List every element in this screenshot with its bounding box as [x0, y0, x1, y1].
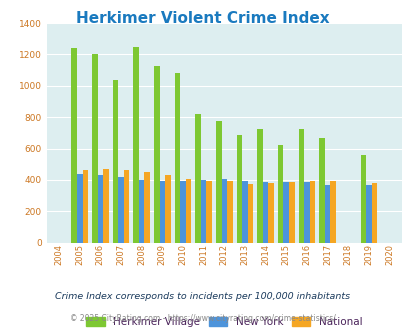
Bar — [262, 182, 268, 243]
Bar — [371, 183, 376, 243]
Bar — [159, 181, 165, 243]
Bar — [124, 170, 129, 243]
Bar — [180, 181, 185, 243]
Bar — [288, 182, 294, 243]
Bar — [324, 184, 330, 243]
Bar — [71, 48, 77, 243]
Bar — [200, 180, 206, 243]
Bar — [174, 73, 180, 243]
Bar — [236, 135, 242, 243]
Bar — [247, 184, 253, 243]
Bar — [144, 172, 150, 243]
Bar — [97, 175, 103, 243]
Bar — [277, 145, 283, 243]
Bar — [360, 155, 365, 243]
Bar — [195, 114, 200, 243]
Bar — [139, 180, 144, 243]
Bar — [365, 185, 371, 243]
Legend: Herkimer Village, New York, National: Herkimer Village, New York, National — [83, 314, 364, 330]
Bar — [215, 120, 221, 243]
Bar — [92, 54, 97, 243]
Text: © 2025 CityRating.com - https://www.cityrating.com/crime-statistics/: © 2025 CityRating.com - https://www.city… — [70, 314, 335, 323]
Bar — [153, 66, 159, 243]
Bar — [330, 181, 335, 243]
Bar — [221, 179, 226, 243]
Bar — [206, 182, 211, 243]
Bar — [226, 181, 232, 243]
Bar — [165, 175, 170, 243]
Bar — [103, 169, 109, 243]
Bar — [268, 183, 273, 243]
Bar — [303, 182, 309, 243]
Text: Crime Index corresponds to incidents per 100,000 inhabitants: Crime Index corresponds to incidents per… — [55, 292, 350, 301]
Bar — [318, 138, 324, 243]
Bar — [133, 47, 139, 243]
Text: Herkimer Violent Crime Index: Herkimer Violent Crime Index — [76, 11, 329, 25]
Bar — [257, 129, 262, 243]
Bar — [82, 170, 88, 243]
Bar — [309, 181, 315, 243]
Bar — [283, 182, 288, 243]
Bar — [298, 129, 303, 243]
Bar — [185, 179, 191, 243]
Bar — [118, 178, 124, 243]
Bar — [113, 80, 118, 243]
Bar — [77, 174, 82, 243]
Bar — [242, 182, 247, 243]
